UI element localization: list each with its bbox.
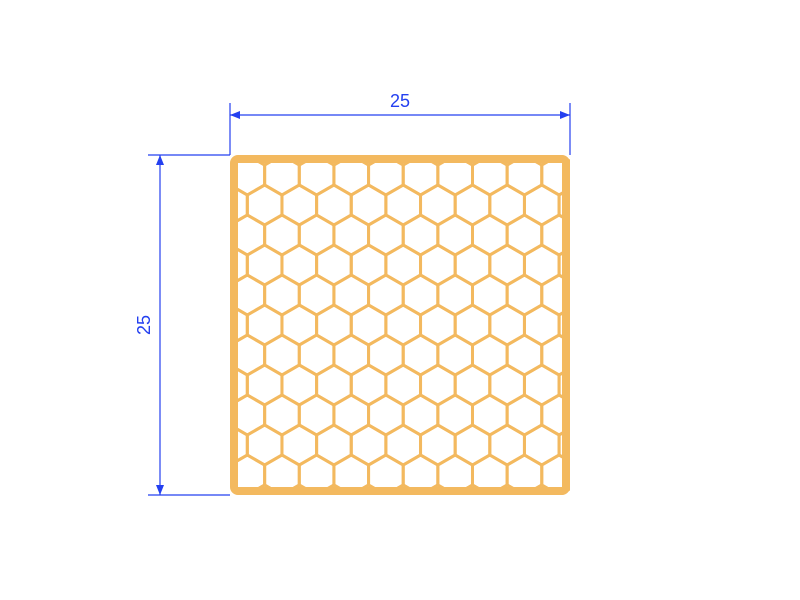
dimension-height-label: 25	[134, 315, 154, 335]
diagram-svg: 25 25	[0, 0, 800, 600]
diagram-stage: 25 25	[0, 0, 800, 600]
dimension-width-label: 25	[390, 91, 410, 111]
